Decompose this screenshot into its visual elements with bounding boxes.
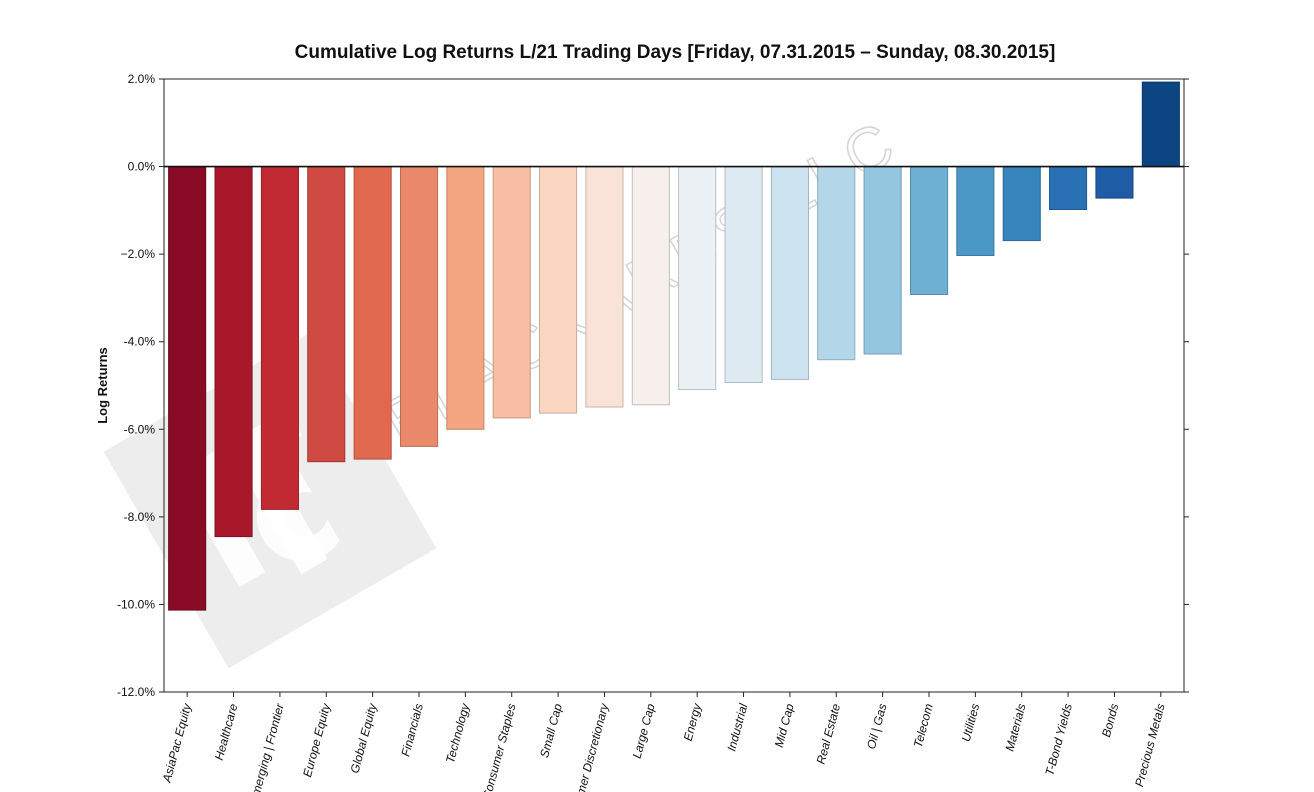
bar-utilities: [956, 166, 995, 257]
x-tick-label: Oil | Gas: [864, 702, 890, 751]
x-tick-label: Materials: [1003, 702, 1029, 753]
bar-energy: [678, 166, 717, 390]
x-tick-label: Mid Cap: [772, 702, 797, 749]
x-tick-label: Emerging | Frontier: [247, 701, 287, 792]
bar-europe-equity: [307, 166, 346, 463]
bar-real-estate: [817, 166, 856, 361]
y-tick-label: 2.0%: [128, 72, 156, 86]
bar-t-bond-yields: [1049, 166, 1088, 211]
bar-small-cap: [539, 166, 578, 414]
bar-oil-gas: [863, 166, 902, 355]
x-tick-label: Europe Equity: [300, 701, 333, 778]
bar-healthcare: [214, 166, 253, 538]
bar-emerging-frontier: [260, 166, 299, 510]
bar-materials: [1002, 166, 1041, 242]
x-tick-label: Global Equity: [348, 701, 380, 775]
y-tick-label: -4.0%: [124, 335, 156, 349]
bar-global-equity: [353, 166, 392, 460]
y-tick-label: -10.0%: [117, 597, 155, 611]
y-tick-label: 0.0%: [128, 160, 156, 174]
bar-precious-metals: [1141, 81, 1180, 168]
x-tick-label: Bonds: [1099, 702, 1121, 738]
x-tick-label: Technology: [443, 701, 473, 764]
x-tick-label: Consumer Discretionary: [565, 701, 612, 792]
y-tick-label: -12.0%: [117, 685, 155, 699]
bar-consumer-discretionary: [585, 166, 624, 408]
x-tick-label: Small Cap: [537, 702, 565, 759]
x-tick-label: Utilities: [959, 702, 983, 743]
x-tick-label: AsiaPac Equity: [159, 701, 194, 785]
x-tick-label: T-Bond Yields: [1042, 702, 1075, 777]
y-tick-label: -6.0%: [124, 422, 156, 436]
y-tick-label: -8.0%: [124, 510, 156, 524]
chart-title: Cumulative Log Returns L/21 Trading Days…: [294, 42, 1056, 63]
x-tick-label: Financials: [398, 702, 426, 758]
bar-mid-cap: [770, 166, 810, 380]
y-tick-label: −2.0%: [121, 247, 156, 261]
x-tick-label: Precious Metals: [1132, 702, 1168, 788]
x-tick-label: Real Estate: [814, 702, 844, 766]
bar-industrial: [724, 166, 763, 383]
bar-technology: [446, 166, 485, 430]
x-tick-label: Industrial: [724, 702, 750, 753]
bar-financials: [400, 166, 439, 447]
x-tick-label: Telecom: [911, 702, 936, 749]
x-tick-label: Healthcare: [212, 702, 241, 762]
y-axis-label: Log Returns: [95, 347, 110, 424]
plot-frame: [163, 78, 1185, 693]
x-tick-label: Large Cap: [630, 702, 658, 760]
x-tick-label: Consumer Staples: [480, 702, 519, 792]
bar-asiapac-equity: [168, 166, 207, 611]
x-tick-label: Energy: [681, 701, 705, 742]
bar-bonds: [1095, 166, 1134, 199]
bar-consumer-staples: [492, 166, 531, 419]
bar-large-cap: [631, 166, 670, 406]
bar-telecom: [910, 166, 949, 296]
